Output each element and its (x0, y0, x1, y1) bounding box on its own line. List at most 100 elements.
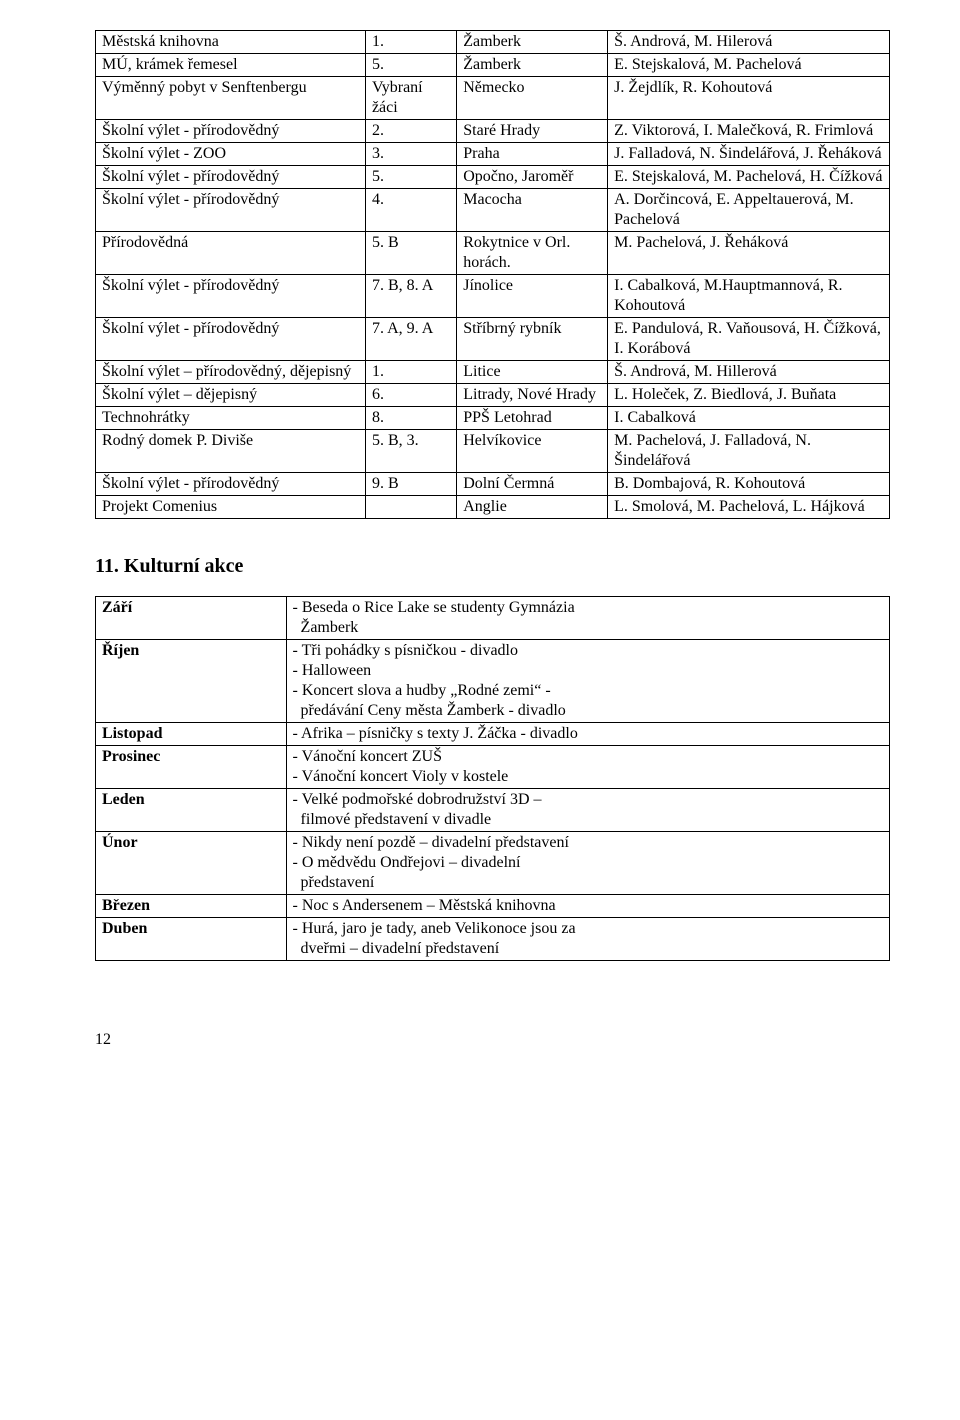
table-cell: Školní výlet - přírodovědný (96, 189, 366, 232)
table-cell: Školní výlet - ZOO (96, 143, 366, 166)
table-cell: 3. (365, 143, 456, 166)
table-cell: 4. (365, 189, 456, 232)
table-row: Rodný domek P. Diviše5. B, 3.Helvíkovice… (96, 430, 890, 473)
table-row: Školní výlet - přírodovědný7. A, 9. AStř… (96, 318, 890, 361)
table-cell: Školní výlet - přírodovědný (96, 318, 366, 361)
event-cell: - Beseda o Rice Lake se studenty Gymnázi… (286, 597, 889, 640)
event-cell: - Hurá, jaro je tady, aneb Velikonoce js… (286, 918, 889, 961)
table-cell: Opočno, Jaroměř (457, 166, 608, 189)
table-cell: Z. Viktorová, I. Malečková, R. Frimlová (608, 120, 890, 143)
table-cell: Š. Andrová, M. Hilerová (608, 31, 890, 54)
table-cell: Žamberk (457, 54, 608, 77)
table-cell: 5. (365, 166, 456, 189)
table-cell: J. Falladová, N. Šindelářová, J. Řehákov… (608, 143, 890, 166)
table-row: Školní výlet - přírodovědný4.MacochaA. D… (96, 189, 890, 232)
table-cell: Staré Hrady (457, 120, 608, 143)
month-cell: Březen (96, 895, 287, 918)
table-cell: Helvíkovice (457, 430, 608, 473)
table-cell: Litrady, Nové Hrady (457, 384, 608, 407)
document-page: Městská knihovna1.ŽamberkŠ. Andrová, M. … (0, 0, 960, 1420)
table-cell: 1. (365, 361, 456, 384)
table-cell: PPŠ Letohrad (457, 407, 608, 430)
table-row: Duben- Hurá, jaro je tady, aneb Velikono… (96, 918, 890, 961)
table-cell: E. Stejskalová, M. Pachelová (608, 54, 890, 77)
table-row: Školní výlet - ZOO3.PrahaJ. Falladová, N… (96, 143, 890, 166)
table-cell: Rodný domek P. Diviše (96, 430, 366, 473)
table-cell: Rokytnice v Orl. horách. (457, 232, 608, 275)
table-row: Školní výlet - přírodovědný2.Staré Hrady… (96, 120, 890, 143)
table-cell: Jínolice (457, 275, 608, 318)
table-row: Školní výlet – dějepisný6.Litrady, Nové … (96, 384, 890, 407)
month-cell: Únor (96, 832, 287, 895)
table-cell: Dolní Čermná (457, 473, 608, 496)
table-cell: Školní výlet - přírodovědný (96, 275, 366, 318)
table-row: Leden- Velké podmořské dobrodružství 3D … (96, 789, 890, 832)
section-heading: 11. Kulturní akce (95, 555, 890, 578)
table-cell: Přírodovědná (96, 232, 366, 275)
month-cell: Prosinec (96, 746, 287, 789)
table-cell: E. Stejskalová, M. Pachelová, H. Čížková (608, 166, 890, 189)
table-cell: A. Dorčincová, E. Appeltauerová, M. Pach… (608, 189, 890, 232)
month-cell: Říjen (96, 640, 287, 723)
table-cell: E. Pandulová, R. Vaňousová, H. Čížková, … (608, 318, 890, 361)
table-cell: Německo (457, 77, 608, 120)
table-cell: M. Pachelová, J. Falladová, N. Šindelářo… (608, 430, 890, 473)
table-cell: Školní výlet - přírodovědný (96, 166, 366, 189)
table-row: Školní výlet - přírodovědný5.Opočno, Jar… (96, 166, 890, 189)
table-cell: L. Smolová, M. Pachelová, L. Hájková (608, 496, 890, 519)
table-cell: Litice (457, 361, 608, 384)
table-cell: Žamberk (457, 31, 608, 54)
event-cell: - Vánoční koncert ZUŠ - Vánoční koncert … (286, 746, 889, 789)
month-cell: Leden (96, 789, 287, 832)
month-cell: Září (96, 597, 287, 640)
event-cell: - Nikdy není pozdě – divadelní představe… (286, 832, 889, 895)
table-row: Přírodovědná5. BRokytnice v Orl. horách.… (96, 232, 890, 275)
table-row: Únor- Nikdy není pozdě – divadelní předs… (96, 832, 890, 895)
table-cell: Macocha (457, 189, 608, 232)
table-cell: Š. Andrová, M. Hillerová (608, 361, 890, 384)
month-cell: Listopad (96, 723, 287, 746)
table-cell: 8. (365, 407, 456, 430)
table-row: Školní výlet – přírodovědný, dějepisný1.… (96, 361, 890, 384)
table-cell: J. Žejdlík, R. Kohoutová (608, 77, 890, 120)
table-cell: Školní výlet - přírodovědný (96, 473, 366, 496)
table-cell (365, 496, 456, 519)
table-row: Listopad- Afrika – písničky s texty J. Ž… (96, 723, 890, 746)
event-cell: - Tři pohádky s písničkou - divadlo - Ha… (286, 640, 889, 723)
table-cell: Městská knihovna (96, 31, 366, 54)
table-cell: Praha (457, 143, 608, 166)
table-cell: I. Cabalková (608, 407, 890, 430)
table-cell: 5. B, 3. (365, 430, 456, 473)
table-cell: L. Holeček, Z. Biedlová, J. Buňata (608, 384, 890, 407)
table-row: Výměnný pobyt v SenftenberguVybraní žáci… (96, 77, 890, 120)
trips-table: Městská knihovna1.ŽamberkŠ. Andrová, M. … (95, 30, 890, 519)
table-cell: Školní výlet - přírodovědný (96, 120, 366, 143)
table-row: Školní výlet - přírodovědný7. B, 8. AJín… (96, 275, 890, 318)
table-row: Projekt ComeniusAnglieL. Smolová, M. Pac… (96, 496, 890, 519)
table-cell: Výměnný pobyt v Senftenbergu (96, 77, 366, 120)
table-cell: Anglie (457, 496, 608, 519)
event-cell: - Noc s Andersenem – Městská knihovna (286, 895, 889, 918)
table-row: Prosinec- Vánoční koncert ZUŠ - Vánoční … (96, 746, 890, 789)
table-cell: 7. B, 8. A (365, 275, 456, 318)
table-cell: 6. (365, 384, 456, 407)
event-cell: - Velké podmořské dobrodružství 3D – fil… (286, 789, 889, 832)
event-cell: - Afrika – písničky s texty J. Žáčka - d… (286, 723, 889, 746)
table-cell: MÚ, krámek řemesel (96, 54, 366, 77)
table-cell: 2. (365, 120, 456, 143)
table-cell: Školní výlet – dějepisný (96, 384, 366, 407)
table-row: Školní výlet - přírodovědný9. BDolní Čer… (96, 473, 890, 496)
table-row: Městská knihovna1.ŽamberkŠ. Andrová, M. … (96, 31, 890, 54)
month-cell: Duben (96, 918, 287, 961)
page-number: 12 (95, 1031, 890, 1049)
table-cell: 7. A, 9. A (365, 318, 456, 361)
table-cell: M. Pachelová, J. Řeháková (608, 232, 890, 275)
events-table: Září- Beseda o Rice Lake se studenty Gym… (95, 596, 890, 961)
table-cell: Stříbrný rybník (457, 318, 608, 361)
table-cell: 9. B (365, 473, 456, 496)
table-row: Říjen- Tři pohádky s písničkou - divadlo… (96, 640, 890, 723)
table-cell: B. Dombajová, R. Kohoutová (608, 473, 890, 496)
table-cell: Vybraní žáci (365, 77, 456, 120)
table-cell: 1. (365, 31, 456, 54)
table-cell: Školní výlet – přírodovědný, dějepisný (96, 361, 366, 384)
